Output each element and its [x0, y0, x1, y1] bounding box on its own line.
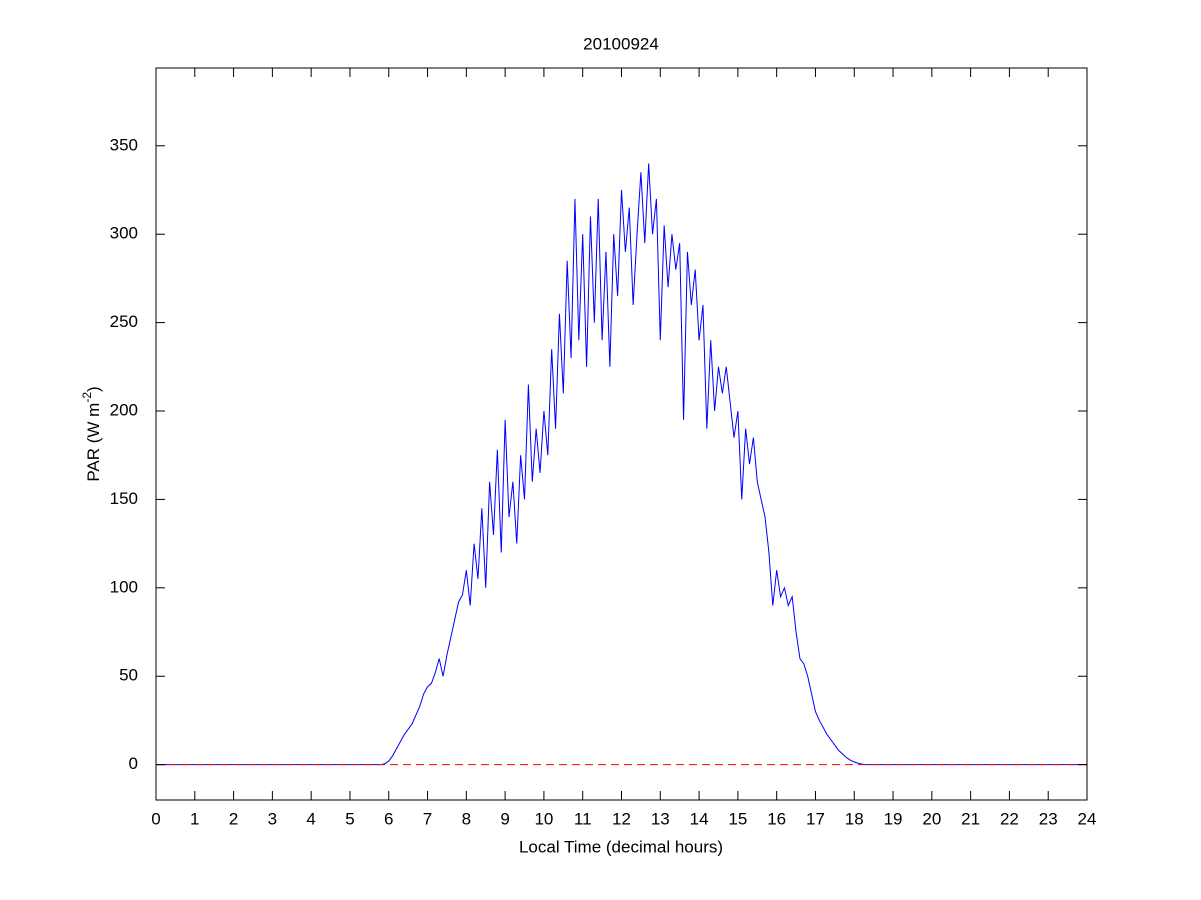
x-tick-label: 12 — [612, 809, 631, 828]
x-tick-label: 9 — [500, 809, 509, 828]
x-tick-label: 15 — [728, 809, 747, 828]
x-tick-label: 24 — [1078, 809, 1097, 828]
x-tick-label: 5 — [345, 809, 354, 828]
y-tick-label: 150 — [110, 489, 138, 508]
y-axis-label-end: ) — [84, 386, 103, 392]
x-tick-label: 14 — [690, 809, 709, 828]
x-tick-label: 19 — [884, 809, 903, 828]
x-tick-label: 21 — [961, 809, 980, 828]
x-tick-label: 16 — [767, 809, 786, 828]
x-tick-label: 7 — [423, 809, 432, 828]
x-tick-label: 4 — [306, 809, 315, 828]
x-tick-label: 18 — [845, 809, 864, 828]
x-tick-label: 2 — [229, 809, 238, 828]
y-tick-label: 200 — [110, 400, 138, 419]
x-tick-label: 3 — [268, 809, 277, 828]
x-axis-label: Local Time (decimal hours) — [519, 837, 723, 856]
y-tick-label: 250 — [110, 312, 138, 331]
x-tick-label: 8 — [462, 809, 471, 828]
x-tick-label: 13 — [651, 809, 670, 828]
x-tick-label: 6 — [384, 809, 393, 828]
chart-title: 20100924 — [583, 34, 659, 53]
x-tick-label: 20 — [922, 809, 941, 828]
y-axis-label-main: PAR (W m — [84, 403, 103, 482]
y-tick-label: 350 — [110, 135, 138, 154]
y-tick-label: 100 — [110, 577, 138, 596]
y-tick-label: 50 — [119, 666, 138, 685]
x-tick-label: 11 — [574, 809, 592, 828]
x-tick-label: 17 — [806, 809, 825, 828]
x-tick-label: 1 — [190, 809, 199, 828]
x-tick-label: 22 — [1000, 809, 1019, 828]
y-tick-label: 0 — [129, 754, 138, 773]
x-tick-label: 23 — [1039, 809, 1058, 828]
x-tick-label: 10 — [534, 809, 553, 828]
x-tick-label: 0 — [151, 809, 160, 828]
y-tick-label: 300 — [110, 224, 138, 243]
data-line — [156, 163, 1087, 766]
y-axis-label: PAR (W m-2) — [80, 386, 103, 481]
y-axis-label-exponent: -2 — [80, 392, 94, 403]
